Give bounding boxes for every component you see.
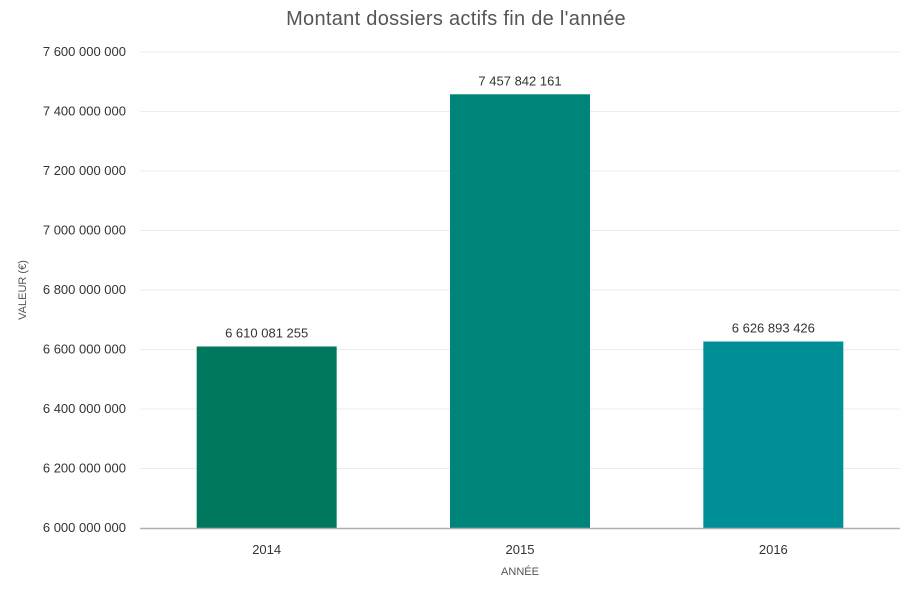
y-tick-label: 7 400 000 000 bbox=[43, 104, 126, 119]
y-axis-title: VALEUR (€) bbox=[17, 260, 29, 320]
y-tick-label: 7 000 000 000 bbox=[43, 223, 126, 238]
bars bbox=[196, 94, 844, 528]
x-axis-title: ANNÉE bbox=[501, 565, 539, 578]
y-tick-label: 6 000 000 000 bbox=[43, 520, 126, 535]
x-tick-label: 2015 bbox=[506, 542, 535, 557]
y-tick-label: 6 600 000 000 bbox=[43, 342, 126, 357]
x-tick-label: 2016 bbox=[759, 542, 788, 557]
x-tick-label: 2014 bbox=[252, 542, 281, 557]
y-tick-label: 6 200 000 000 bbox=[43, 461, 126, 476]
data-labels: 6 610 081 255 7 457 842 161 6 626 893 426 bbox=[225, 73, 815, 340]
y-tick-label: 7 200 000 000 bbox=[43, 163, 126, 178]
data-label: 7 457 842 161 bbox=[478, 73, 561, 88]
y-axis-ticks: 6 000 000 000 6 200 000 000 6 400 000 000 6… bbox=[43, 44, 126, 535]
bar-2016 bbox=[703, 341, 844, 528]
y-tick-label: 6 800 000 000 bbox=[43, 282, 126, 297]
bar-2015 bbox=[450, 94, 590, 528]
y-tick-label: 6 400 000 000 bbox=[43, 401, 126, 416]
bar-2014 bbox=[196, 346, 337, 528]
data-label: 6 610 081 255 bbox=[225, 326, 308, 341]
data-label: 6 626 893 426 bbox=[732, 320, 815, 335]
x-axis-ticks: 2014 2015 2016 bbox=[252, 542, 788, 557]
y-tick-label: 7 600 000 000 bbox=[43, 44, 126, 59]
chart-title: Montant dossiers actifs fin de l'année bbox=[286, 8, 626, 30]
